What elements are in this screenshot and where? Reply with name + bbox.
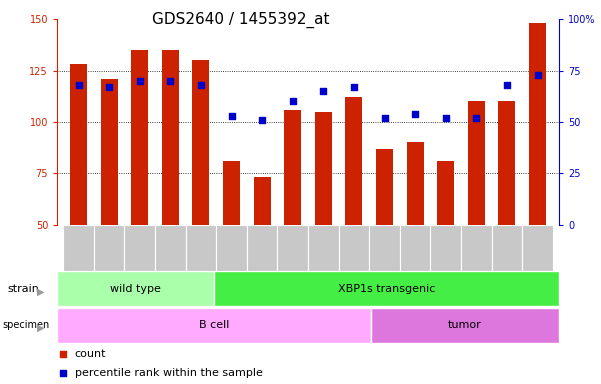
Text: ▶: ▶ — [37, 286, 44, 296]
Bar — [308, 225, 338, 271]
Point — [502, 82, 511, 88]
Text: percentile rank within the sample: percentile rank within the sample — [75, 368, 263, 378]
Text: wild type: wild type — [110, 284, 161, 294]
Bar — [430, 225, 461, 271]
Bar — [192, 60, 209, 225]
Point — [349, 84, 359, 90]
Bar — [70, 65, 87, 225]
Bar — [371, 308, 559, 343]
Point — [135, 78, 144, 84]
Text: XBP1s transgenic: XBP1s transgenic — [338, 284, 435, 294]
Point — [105, 84, 114, 90]
Point — [74, 82, 84, 88]
Point — [58, 351, 68, 357]
Text: specimen: specimen — [2, 320, 50, 330]
Point — [288, 98, 297, 104]
Point — [257, 117, 267, 123]
Bar — [278, 225, 308, 271]
Text: B cell: B cell — [199, 320, 229, 331]
Point — [472, 115, 481, 121]
Bar — [124, 225, 155, 271]
Bar — [247, 225, 278, 271]
Bar — [315, 112, 332, 225]
Bar — [155, 225, 186, 271]
Text: count: count — [75, 349, 106, 359]
Bar — [461, 225, 492, 271]
Point — [227, 113, 236, 119]
Text: GDS2640 / 1455392_at: GDS2640 / 1455392_at — [151, 12, 329, 28]
Point — [441, 115, 451, 121]
Bar — [346, 97, 362, 225]
Bar — [522, 225, 553, 271]
Bar — [131, 50, 148, 225]
Bar — [338, 225, 369, 271]
Bar — [63, 225, 94, 271]
Bar — [376, 149, 393, 225]
Point — [410, 111, 420, 117]
Bar — [492, 225, 522, 271]
Point — [532, 71, 542, 78]
Point — [196, 82, 206, 88]
Bar — [498, 101, 515, 225]
Bar — [438, 161, 454, 225]
Bar — [101, 79, 118, 225]
Bar — [216, 225, 247, 271]
Text: ▶: ▶ — [37, 323, 44, 333]
Bar — [529, 23, 546, 225]
Bar — [400, 225, 430, 271]
Text: tumor: tumor — [448, 320, 482, 331]
Bar — [369, 225, 400, 271]
Bar — [214, 271, 559, 306]
Bar — [254, 177, 270, 225]
Point — [165, 78, 175, 84]
Bar — [223, 161, 240, 225]
Point — [58, 370, 68, 376]
Bar — [57, 308, 371, 343]
Bar — [186, 225, 216, 271]
Point — [380, 115, 389, 121]
Bar — [468, 101, 485, 225]
Bar — [162, 50, 178, 225]
Bar — [94, 225, 124, 271]
Text: strain: strain — [7, 284, 39, 294]
Point — [319, 88, 328, 94]
Bar — [284, 109, 301, 225]
Bar — [57, 271, 214, 306]
Bar — [407, 142, 424, 225]
